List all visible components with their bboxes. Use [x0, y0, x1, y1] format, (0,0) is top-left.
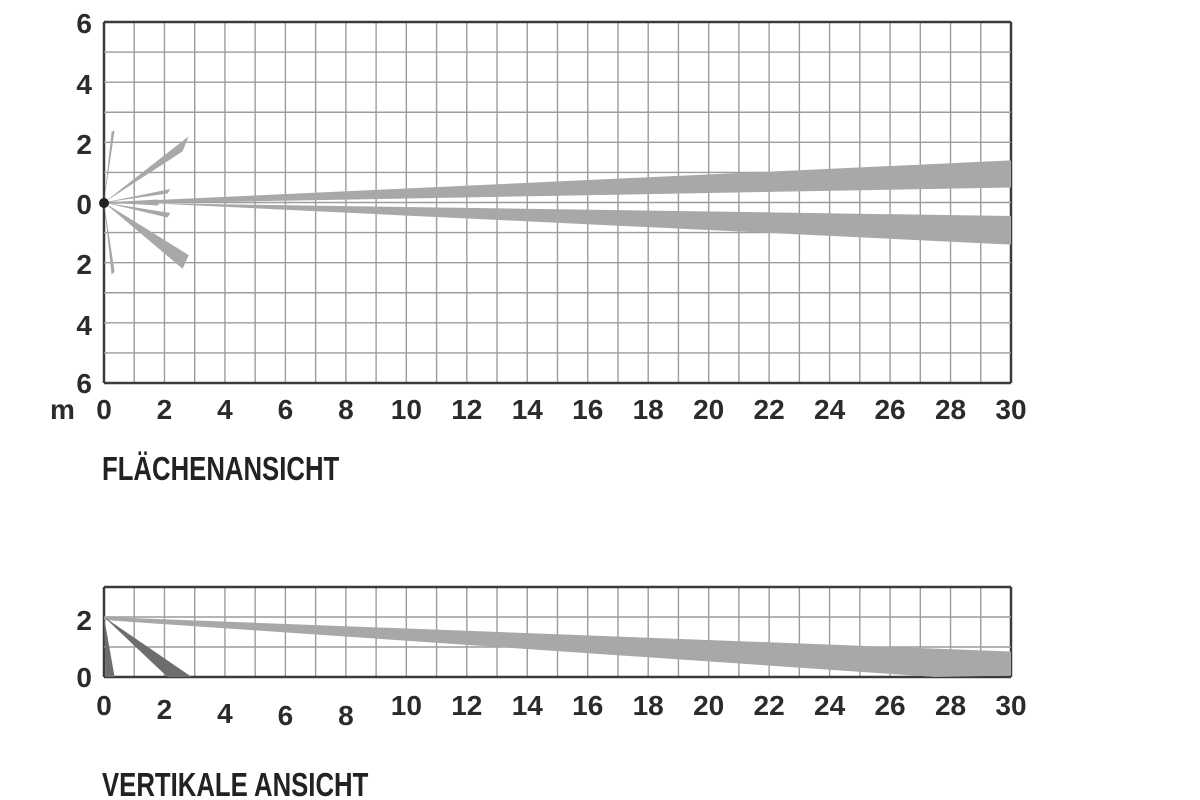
top-grid — [102, 20, 1013, 385]
side-grid — [102, 585, 1013, 679]
side-x-tick-label: 4 — [217, 698, 233, 729]
beam-short-center — [104, 199, 159, 206]
top-x-tick-label: 24 — [814, 394, 846, 425]
side-y-tick-label: 2 — [76, 605, 92, 636]
top-x-tick-label: 8 — [338, 394, 354, 425]
side-beams — [104, 617, 1011, 677]
top-x-tick-label: 12 — [451, 394, 482, 425]
side-x-tick-label: 12 — [451, 690, 482, 721]
top-y-tick-labels: 6 4 2 0 2 4 6 — [76, 8, 92, 399]
side-view-chart: 20 0 2 4 6 8 10 12 14 16 18 20 22 24 26 28 30 VERTIKALE… — [76, 585, 1027, 800]
side-x-tick-label: 22 — [754, 690, 785, 721]
top-y-tick-label: 2 — [76, 249, 92, 280]
top-x-tick-label: 28 — [935, 394, 966, 425]
top-y-tick-label: 4 — [76, 310, 92, 341]
beam-steep-down — [104, 617, 115, 677]
top-y-tick-label: 4 — [76, 69, 92, 100]
top-x-tick-label: 14 — [512, 394, 544, 425]
beam-short-down-steep — [104, 202, 115, 275]
beam-short-lower-mid — [104, 202, 171, 218]
top-beams — [104, 130, 1011, 275]
top-x-tick-label: 0 — [96, 394, 112, 425]
sensor-origin-dot — [99, 198, 109, 208]
top-x-tick-label: 6 — [278, 394, 294, 425]
side-x-tick-label: 28 — [935, 690, 966, 721]
beam-short-upper-outer — [104, 136, 189, 203]
top-y-tick-label: 6 — [76, 368, 92, 399]
side-x-tick-label: 6 — [278, 700, 294, 731]
side-x-tick-label: 2 — [157, 694, 173, 725]
beam-short-up-steep — [104, 130, 115, 203]
side-x-tick-label: 18 — [633, 690, 664, 721]
side-y-tick-label: 0 — [76, 662, 92, 693]
side-x-tick-label: 10 — [391, 690, 422, 721]
beam-long-down — [104, 617, 1011, 677]
top-x-tick-label: 16 — [572, 394, 603, 425]
side-x-tick-label: 26 — [874, 690, 905, 721]
beam-short-upper-mid — [104, 189, 171, 203]
beam-short-down — [104, 617, 192, 677]
side-x-tick-label: 16 — [572, 690, 603, 721]
beam-long-upper — [104, 160, 1011, 204]
beam-long-lower — [104, 201, 1011, 245]
top-y-tick-label: 0 — [76, 189, 92, 220]
side-x-tick-label: 14 — [512, 690, 544, 721]
top-x-tick-label: 10 — [391, 394, 422, 425]
side-x-tick-label: 20 — [693, 690, 724, 721]
side-x-tick-label: 0 — [96, 690, 112, 721]
top-x-tick-label: 22 — [754, 394, 785, 425]
top-x-tick-label: 4 — [217, 394, 233, 425]
side-y-tick-labels: 20 — [76, 605, 92, 693]
top-x-tick-label: 20 — [693, 394, 724, 425]
top-x-tick-label: 18 — [633, 394, 664, 425]
top-x-tick-label: 2 — [157, 394, 173, 425]
side-x-tick-label: 24 — [814, 690, 846, 721]
top-y-tick-label: 2 — [76, 129, 92, 160]
beam-short-lower-outer — [104, 202, 189, 269]
top-x-tick-label: 26 — [874, 394, 905, 425]
top-x-tick-labels: 0 2 4 6 8 10 12 14 16 18 20 22 24 26 28 30 — [96, 394, 1026, 425]
side-x-tick-labels: 0 2 4 6 8 10 12 14 16 18 20 22 24 26 28 30 — [96, 690, 1026, 731]
unit-label: m — [50, 394, 75, 425]
side-view-title: VERTIKALE ANSICHT — [102, 767, 368, 800]
top-x-tick-label: 30 — [995, 394, 1026, 425]
top-view-title: FLÄCHENANSICHT — [102, 451, 339, 488]
top-y-tick-label: 6 — [76, 8, 92, 39]
side-x-tick-label: 30 — [995, 690, 1026, 721]
side-x-tick-label: 8 — [338, 700, 354, 731]
